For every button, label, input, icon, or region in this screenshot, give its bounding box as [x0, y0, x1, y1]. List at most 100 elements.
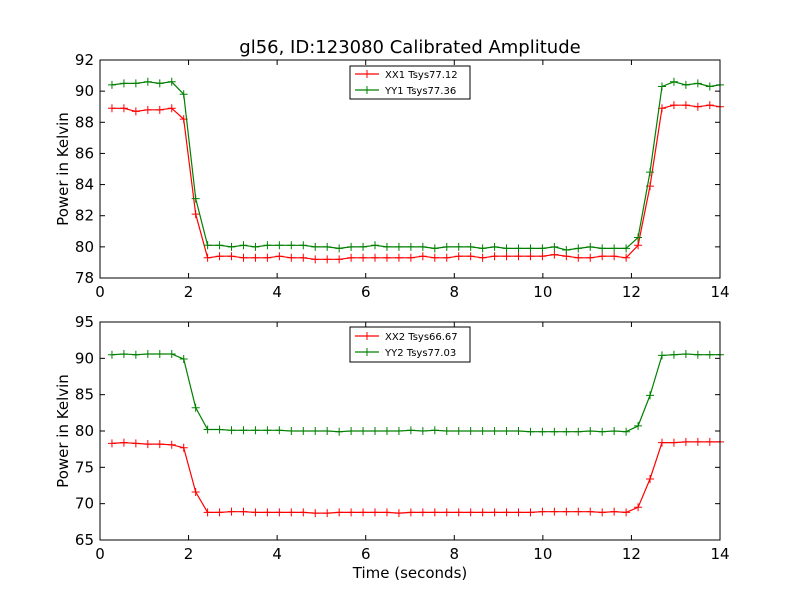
x-tick-label: 8 — [450, 283, 460, 301]
data-point — [311, 255, 320, 264]
data-point — [657, 438, 666, 447]
y-tick-label: 75 — [75, 458, 94, 476]
y-tick-label: 88 — [75, 113, 94, 131]
data-point — [693, 350, 702, 359]
data-point — [478, 244, 487, 253]
data-point — [382, 427, 391, 435]
data-point — [526, 508, 535, 517]
data-point — [681, 437, 690, 446]
data-point — [335, 508, 344, 517]
top-subplot: gl56, ID:123080 Calibrated Amplitude Pow… — [54, 37, 730, 301]
data-point — [167, 349, 176, 358]
data-point — [418, 242, 427, 251]
data-point — [514, 252, 523, 261]
data-point — [239, 507, 248, 516]
data-point — [191, 210, 200, 219]
legend: XX2 Tsys66.67 YY2 Tsys77.03 — [349, 326, 471, 363]
data-point — [526, 244, 535, 253]
y-tick-label: 78 — [75, 269, 94, 287]
data-point — [359, 508, 368, 517]
data-point — [406, 508, 415, 517]
data-point — [454, 252, 463, 261]
data-point — [347, 253, 356, 262]
data-point — [287, 427, 296, 435]
data-point — [179, 355, 188, 364]
data-point — [705, 437, 714, 446]
data-point — [406, 426, 415, 435]
data-point — [371, 241, 380, 250]
x-tick-label: 2 — [184, 283, 194, 301]
data-point — [203, 253, 212, 262]
data-point — [705, 101, 714, 110]
data-point — [466, 508, 475, 517]
x-tick-label: 2 — [184, 545, 194, 563]
data-point — [490, 242, 499, 251]
data-point — [239, 426, 248, 435]
data-point — [610, 252, 619, 261]
data-point — [335, 427, 344, 436]
data-point — [143, 440, 152, 449]
data-point — [562, 427, 571, 436]
data-point — [538, 252, 547, 261]
data-point — [167, 104, 176, 113]
data-point — [538, 507, 547, 516]
data-point — [454, 508, 463, 517]
legend-entry: XX2 Tsys66.67 — [385, 332, 458, 343]
legend-entry: YY2 Tsys77.03 — [384, 348, 456, 359]
data-point — [574, 253, 583, 262]
y-tick-label: 95 — [75, 313, 94, 331]
data-point — [131, 439, 140, 448]
data-point — [681, 101, 690, 110]
data-point — [586, 507, 595, 516]
data-point — [227, 507, 236, 516]
data-point — [131, 79, 140, 88]
data-point — [490, 427, 499, 435]
data-point — [669, 77, 678, 86]
data-point — [287, 253, 296, 262]
data-point — [155, 349, 164, 358]
data-point — [382, 242, 391, 251]
x-tick-label: 12 — [622, 545, 641, 563]
data-point — [143, 105, 152, 114]
data-point — [693, 437, 702, 446]
data-point — [359, 253, 368, 262]
data-point — [347, 242, 356, 251]
data-point — [299, 427, 308, 435]
y-tick-label: 80 — [75, 238, 94, 256]
data-point — [323, 427, 332, 435]
data-point — [669, 101, 678, 110]
data-point — [634, 503, 643, 512]
x-tick-label: 0 — [95, 283, 105, 301]
data-point — [705, 82, 714, 91]
data-point — [466, 252, 475, 261]
data-point — [179, 90, 188, 99]
data-point — [167, 77, 176, 86]
data-point — [107, 104, 116, 113]
data-point — [526, 252, 535, 261]
data-point — [418, 252, 427, 261]
data-point — [586, 242, 595, 251]
data-point — [155, 440, 164, 449]
data-point — [598, 244, 607, 253]
x-tick-label: 14 — [710, 545, 729, 563]
data-point — [287, 241, 296, 250]
data-point — [622, 244, 631, 253]
data-point — [131, 350, 140, 359]
data-point — [107, 350, 116, 359]
data-point — [442, 508, 451, 517]
data-point — [514, 508, 523, 517]
data-point — [239, 253, 248, 262]
data-point — [466, 427, 475, 435]
data-point — [311, 427, 320, 435]
data-point — [622, 253, 631, 262]
data-point — [382, 508, 391, 517]
y-tick-label: 80 — [75, 422, 94, 440]
data-point — [442, 242, 451, 251]
data-point — [215, 425, 224, 434]
data-point — [251, 508, 260, 517]
data-point — [215, 508, 224, 517]
data-point — [598, 427, 607, 436]
data-point — [610, 427, 619, 435]
data-point — [705, 350, 714, 359]
